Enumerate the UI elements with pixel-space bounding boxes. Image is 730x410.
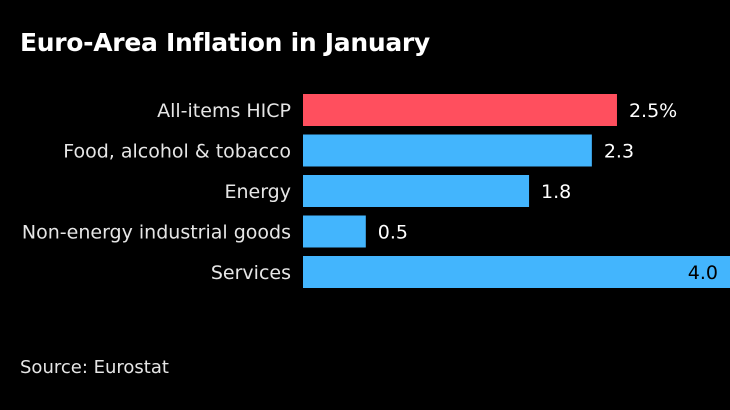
bar: [303, 215, 366, 248]
value-label: 0.5: [378, 222, 408, 244]
bar: [303, 134, 592, 167]
category-label: Non-energy industrial goods: [22, 222, 291, 244]
value-label: 1.8: [541, 181, 571, 203]
value-label: 4.0: [688, 262, 718, 284]
source-note: Source: Eurostat: [20, 357, 169, 378]
bar: [303, 175, 530, 207]
category-label: All-items HICP: [157, 100, 291, 122]
bar: [303, 256, 730, 288]
category-label: Energy: [224, 181, 291, 203]
value-label: 2.3: [604, 141, 634, 163]
value-label: 2.5%: [629, 100, 677, 122]
category-label: Services: [211, 262, 291, 284]
category-label: Food, alcohol & tobacco: [63, 141, 291, 163]
chart-title: Euro-Area Inflation in January: [20, 28, 430, 57]
bar: [303, 94, 617, 126]
